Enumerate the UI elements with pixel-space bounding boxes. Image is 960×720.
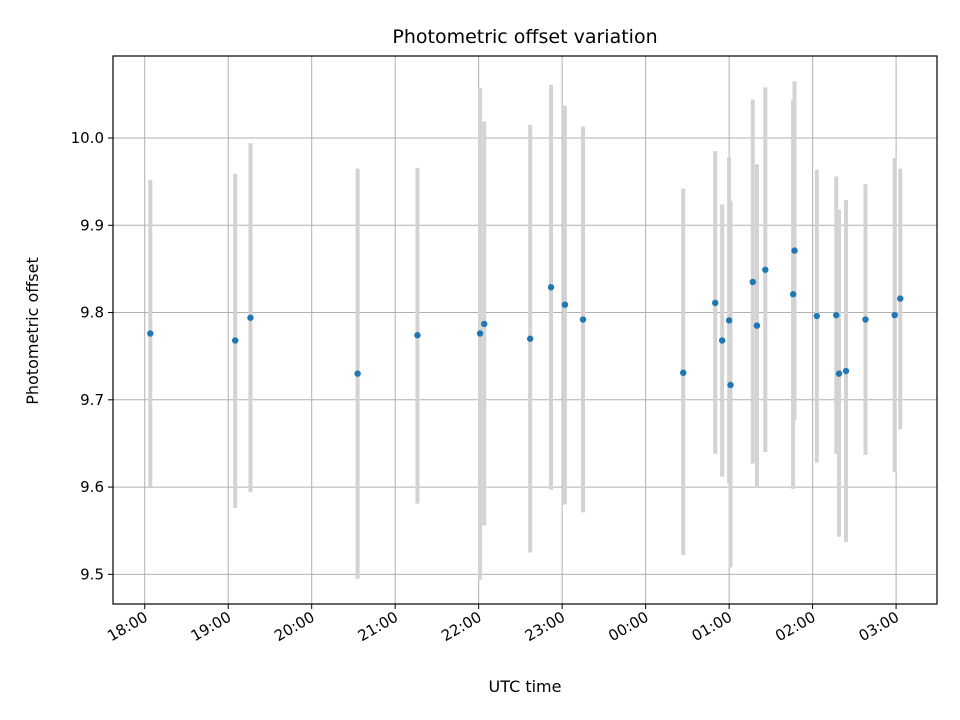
data-point <box>481 320 488 328</box>
data-point <box>414 332 421 339</box>
data-point <box>712 299 719 307</box>
chart-title: Photometric offset variation <box>392 26 657 48</box>
y-tick-label: 9.7 <box>80 391 104 409</box>
data-point <box>762 266 769 273</box>
data-point <box>354 370 361 377</box>
data-point <box>891 311 898 319</box>
data-point <box>862 316 869 323</box>
y-tick-label: 9.5 <box>80 565 104 583</box>
y-tick-label: 9.6 <box>80 478 104 496</box>
data-points <box>147 247 904 389</box>
data-point <box>579 316 587 323</box>
data-point <box>476 330 484 337</box>
data-point <box>526 335 534 342</box>
data-point <box>247 314 254 321</box>
data-point <box>680 369 687 376</box>
data-point <box>231 337 239 344</box>
data-point <box>725 317 733 324</box>
y-tick-label: 9.8 <box>80 304 104 322</box>
y-axis-label: Photometric offset <box>23 257 42 405</box>
data-point <box>789 291 797 298</box>
x-axis-label: UTC time <box>489 677 562 696</box>
data-point <box>547 284 555 291</box>
data-point <box>791 247 798 254</box>
data-point <box>753 322 761 329</box>
data-point <box>718 337 726 344</box>
y-tick-label: 9.9 <box>80 216 104 234</box>
data-point <box>147 330 154 337</box>
data-point <box>842 367 850 375</box>
data-point <box>833 311 840 319</box>
data-point <box>897 295 904 302</box>
data-point <box>749 278 756 286</box>
data-point <box>813 312 820 320</box>
data-point <box>835 370 843 377</box>
plot-frame <box>112 55 938 605</box>
data-point <box>561 301 569 308</box>
y-tick-label: 10.0 <box>71 129 104 147</box>
data-point <box>727 381 734 389</box>
